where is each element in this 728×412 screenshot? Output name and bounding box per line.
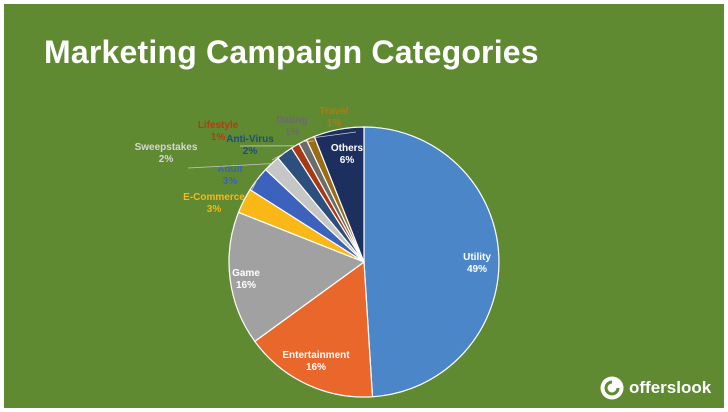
leader-line-sweepstakes (187, 163, 272, 169)
slice-value-dating: 1% (285, 127, 300, 138)
slice-value-others: 6% (340, 155, 355, 166)
slice-value-entertainment: 16% (306, 362, 326, 373)
slice-label-adult: Adult (217, 164, 243, 175)
brand-logo: offerslook (600, 376, 711, 400)
slice-label-anti-virus: Anti-Virus (226, 134, 274, 145)
brand-name: offerslook (629, 378, 712, 397)
pie-slice-others (313, 126, 365, 263)
slice-value-lifestyle: 1% (211, 132, 226, 143)
slice-value-travel: 1% (327, 118, 342, 129)
slice-label-utility: Utility (463, 252, 491, 263)
slice-label-lifestyle: Lifestyle (198, 120, 239, 131)
slice-label-sweepstakes: Sweepstakes (135, 142, 198, 153)
pie-chart: Utility49%Entertainment16%Game16%E-Comme… (135, 106, 500, 398)
offerslook-logo-icon (600, 376, 624, 400)
slice-label-e-commerce: E-Commerce (183, 192, 245, 203)
pie-slice-utility (363, 126, 500, 398)
leader-line-dating (302, 140, 315, 143)
leader-line-anti-virus (271, 152, 285, 161)
slice-label-others: Others (331, 143, 364, 154)
slice-label-entertainment: Entertainment (282, 350, 350, 361)
slice-value-utility: 49% (467, 264, 487, 275)
slice-value-e-commerce: 3% (207, 204, 222, 215)
leader-line-travel (310, 131, 357, 139)
pie-slice-entertainment (253, 260, 374, 398)
slice-label-dating: Dating (276, 115, 307, 126)
slice-value-anti-virus: 2% (243, 146, 258, 157)
chart-title: Marketing Campaign Categories (44, 34, 539, 70)
slice-value-game: 16% (236, 280, 256, 291)
slice-value-adult: 3% (223, 176, 238, 187)
slice-value-sweepstakes: 2% (159, 154, 174, 165)
slide-background: Marketing Campaign Categories Utility 49%… (4, 4, 724, 408)
leader-line-adult (251, 179, 258, 191)
pie-slice-game (228, 211, 366, 343)
slice-label-travel: Travel (320, 106, 349, 117)
slice-label-game: Game (232, 268, 260, 279)
